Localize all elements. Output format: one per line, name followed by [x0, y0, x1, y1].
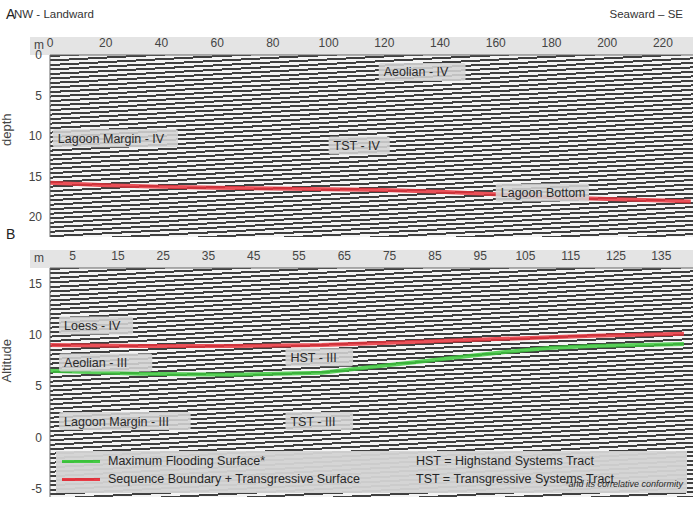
svg-text:Lagoon Margin - III: Lagoon Margin - III	[64, 415, 169, 429]
svg-text:95: 95	[473, 249, 487, 263]
svg-text:HST - III: HST - III	[290, 351, 336, 365]
svg-text:135: 135	[651, 249, 671, 263]
svg-text:Aeolian - III: Aeolian - III	[64, 356, 127, 370]
svg-text:40: 40	[155, 36, 169, 50]
svg-text:TST - III: TST - III	[290, 415, 335, 429]
html-text:ANW - Landward: ANW - Landward	[6, 6, 94, 22]
html-text:*and its correlative conformit: *and its correlative conformity	[565, 479, 683, 489]
svg-text:depth: depth	[8, 113, 14, 146]
html-text:B: B	[6, 226, 16, 242]
html-text:m: m	[34, 251, 44, 265]
svg-text:15: 15	[29, 170, 43, 184]
svg-text:10: 10	[29, 129, 43, 143]
svg-text:220: 220	[653, 36, 673, 50]
svg-text:0: 0	[47, 36, 54, 50]
svg-text:80: 80	[266, 36, 280, 50]
svg-text:-5: -5	[31, 482, 42, 496]
svg-text:15: 15	[111, 249, 125, 263]
svg-text:5: 5	[35, 379, 42, 393]
html-text:HST = Highstand Systems Tract: HST = Highstand Systems Tract	[416, 454, 594, 468]
svg-text:Aeolian - IV: Aeolian - IV	[384, 65, 449, 79]
html-text:TST = Transgressive Systems Tr: TST = Transgressive Systems Tract	[416, 472, 615, 486]
svg-text:120: 120	[374, 36, 394, 50]
svg-text:160: 160	[486, 36, 506, 50]
svg-text:200: 200	[597, 36, 617, 50]
svg-text:140: 140	[430, 36, 450, 50]
svg-text:60: 60	[210, 36, 224, 50]
svg-text:0: 0	[35, 431, 42, 445]
html-text:Sequence Boundary + Transgress: Sequence Boundary + Transgressive Surfac…	[108, 472, 360, 486]
svg-text:35: 35	[202, 249, 216, 263]
svg-text:Loess - IV: Loess - IV	[64, 319, 121, 333]
svg-text:20: 20	[29, 210, 43, 224]
svg-text:65: 65	[338, 249, 352, 263]
svg-text:125: 125	[606, 249, 626, 263]
svg-text:Lagoon Margin - IV: Lagoon Margin - IV	[58, 132, 165, 146]
svg-text:Lagoon Bottom: Lagoon Bottom	[501, 186, 586, 200]
svg-text:0: 0	[35, 48, 42, 62]
html-text:Seaward – SE: Seaward – SE	[609, 8, 683, 20]
svg-text:TST - IV: TST - IV	[334, 139, 381, 153]
svg-text:10: 10	[29, 328, 43, 342]
svg-text:100: 100	[319, 36, 339, 50]
svg-text:5: 5	[35, 89, 42, 103]
svg-text:15: 15	[29, 277, 43, 291]
svg-text:5: 5	[69, 249, 76, 263]
svg-text:115: 115	[561, 249, 580, 263]
svg-text:55: 55	[292, 249, 306, 263]
svg-text:45: 45	[247, 249, 261, 263]
svg-text:105: 105	[515, 249, 535, 263]
svg-text:180: 180	[541, 36, 561, 50]
svg-text:Altitude: Altitude	[8, 339, 14, 382]
svg-text:25: 25	[157, 249, 171, 263]
svg-text:20: 20	[99, 36, 113, 50]
svg-text:75: 75	[383, 249, 397, 263]
html-text:m: m	[34, 38, 44, 52]
svg-text:85: 85	[428, 249, 442, 263]
html-text:Maximum Flooding Surface*: Maximum Flooding Surface*	[108, 454, 265, 468]
